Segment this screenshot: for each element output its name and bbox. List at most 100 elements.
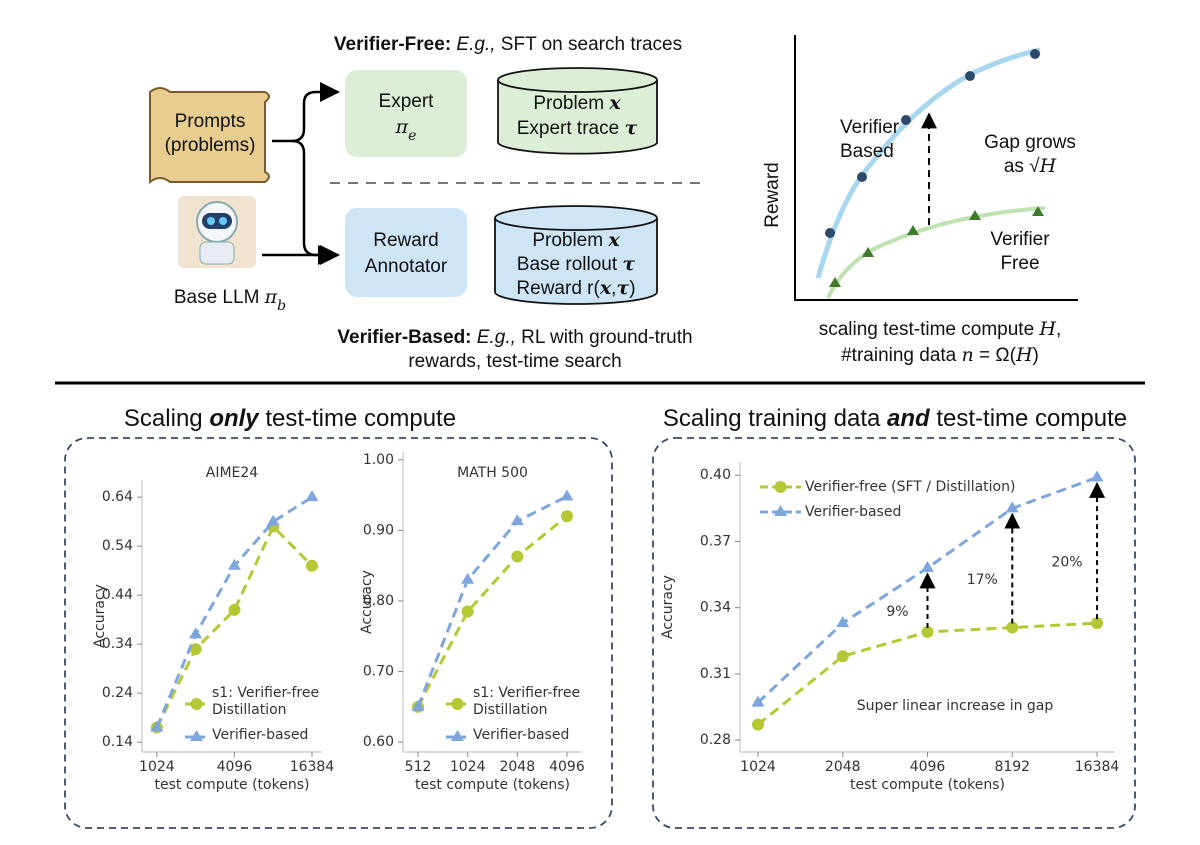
concept-label: Free (1000, 253, 1039, 274)
marker (227, 558, 241, 570)
text-part: scaling test-time compute (819, 319, 1040, 340)
legend-text: Verifier-based (473, 727, 570, 743)
text-part: SFT on search traces (496, 34, 683, 55)
y-tick-label: 0.90 (363, 522, 394, 538)
legend-entry: Verifier-based (473, 727, 570, 743)
panel (652, 437, 1136, 829)
section-title: Scaling only test-time compute (124, 405, 456, 432)
marker (560, 489, 574, 501)
x-tick-label: 16384 (290, 759, 335, 775)
legend-text: s1: Verifier-free Distillation (212, 685, 320, 718)
expert-policy: πe (395, 116, 417, 144)
store-label: Expert trace τ (517, 117, 638, 139)
marker (511, 550, 524, 563)
text-part: RL with ground-truth (516, 327, 693, 348)
marker (411, 699, 425, 711)
text-part: Problem (532, 230, 608, 251)
y-tick-label: 0.34 (102, 636, 133, 652)
text-part: E.g., (451, 34, 495, 55)
x-axis-label: test compute (tokens) (155, 777, 310, 793)
x-tick-label: 2048 (499, 759, 535, 775)
marker (189, 627, 203, 639)
x-axis-label: test compute (tokens) (850, 777, 1005, 793)
text-part: H (1038, 318, 1056, 340)
note: Super linear increase in gap (857, 698, 1054, 714)
concept-label: Based (840, 141, 894, 162)
arrow (272, 82, 340, 143)
text-part: test-time compute (259, 405, 456, 432)
y-tick-label: 0.34 (700, 600, 731, 616)
marker (189, 643, 202, 656)
text-part: e (408, 128, 416, 144)
concept-axis-label: scaling test-time compute H, (819, 318, 1062, 340)
marker (1005, 501, 1019, 513)
concept-axis-label: #training data n = Ω(H) (841, 344, 1039, 366)
legend-entry: Verifier-based (212, 727, 309, 743)
marker (921, 560, 935, 572)
text-part: b (277, 298, 286, 314)
series-line (416, 495, 568, 708)
marker (836, 616, 850, 628)
arrow (291, 139, 340, 265)
marker (751, 695, 765, 707)
y-tick-label: 0.70 (363, 664, 394, 680)
concept-label: Verifier (840, 117, 900, 138)
axis-label: Reward (762, 162, 783, 227)
marker (461, 572, 475, 584)
text-part: ) (629, 278, 635, 299)
expert-box (345, 70, 467, 157)
marker (1091, 617, 1104, 630)
y-tick-label: 0.64 (102, 489, 133, 505)
text-part: ) (1033, 345, 1039, 366)
expert-label: Expert (379, 91, 435, 112)
legend-text: Verifier-based (212, 727, 309, 743)
y-tick-label: 0.14 (102, 734, 133, 750)
x-tick-label: 2048 (825, 759, 861, 775)
x-axis-label: test compute (tokens) (415, 777, 570, 793)
gap-label: 20% (1051, 554, 1082, 570)
store-label: Problem x (532, 229, 620, 251)
marker (774, 481, 787, 493)
y-axis-label: Accuracy (660, 575, 676, 639)
x-tick-label: 4096 (549, 759, 585, 775)
text-part: only (209, 405, 260, 432)
robot-icon (178, 196, 256, 268)
marker (461, 605, 474, 618)
store-label: Problem x (533, 92, 621, 114)
store-label: Reward r(x,τ) (516, 277, 635, 299)
text-part: H (1039, 155, 1057, 177)
legend-text: Verifier-based (805, 504, 901, 520)
text-part: test-time compute (930, 405, 1127, 432)
text-part: Reward r( (516, 278, 600, 299)
text-part: E.g., (472, 327, 516, 348)
y-tick-label: 0.40 (700, 467, 731, 483)
text-part: Scaling training data (663, 405, 887, 432)
marker (150, 720, 164, 732)
marker (1006, 621, 1019, 634)
marker (560, 510, 573, 523)
concept-label: Verifier (990, 229, 1050, 250)
marker (266, 514, 280, 526)
marker (305, 490, 319, 502)
text-part: Problem (533, 93, 609, 114)
y-tick-label: 0.37 (700, 533, 731, 549)
text-part: Base LLM (174, 287, 265, 308)
text-part: H (1015, 344, 1033, 366)
legend-entry: s1: Verifier-free Distillation (473, 685, 581, 718)
text-part: Gap grows (984, 132, 1076, 153)
annotator-label: Reward (373, 230, 438, 251)
y-tick-label: 0.44 (102, 587, 133, 603)
x-tick-label: 1024 (139, 759, 175, 775)
y-tick-label: 0.31 (700, 666, 731, 682)
text-part: , (611, 278, 616, 299)
y-tick-label: 0.54 (102, 538, 133, 554)
caption: rewards, test-time search (408, 351, 621, 372)
legend-text: s1: Verifier-free Distillation (473, 685, 581, 718)
y-tick-label: 1.00 (363, 452, 394, 468)
store-label: Base rollout τ (517, 253, 636, 275)
marker (451, 730, 464, 741)
legend-text: Verifier-free (SFT / Distillation) (805, 479, 1015, 495)
gap-label: 9% (886, 604, 908, 620)
text-part: , (1056, 319, 1061, 340)
